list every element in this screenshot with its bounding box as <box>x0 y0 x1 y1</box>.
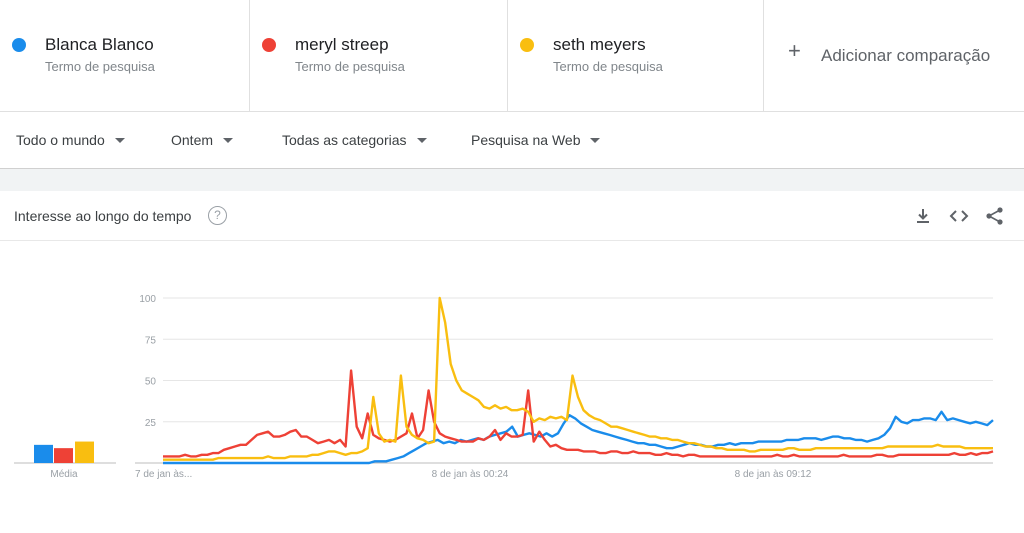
series-line-meryl-streep <box>163 369 994 458</box>
region-label: Todo o mundo <box>16 132 105 148</box>
category-dropdown[interactable]: Todas as categorias <box>282 132 427 148</box>
time-dropdown[interactable]: Ontem <box>171 132 234 148</box>
y-tick-label: 100 <box>139 294 156 305</box>
share-icon[interactable] <box>985 206 1005 226</box>
term-name[interactable]: seth meyers <box>553 35 646 54</box>
interest-over-time-card: Interesse ao longo do tempo ? 100 75 50 25 7… <box>0 191 1024 533</box>
filters-bar: Todo o mundo Ontem Todas as categorias P… <box>0 112 1024 169</box>
section-separator <box>0 169 1024 191</box>
card-title: Interesse ao longo do tempo <box>14 208 192 224</box>
add-comparison-button[interactable]: + Adicionar comparação <box>764 0 1024 111</box>
chevron-down-icon <box>114 137 125 143</box>
average-bar-seth-meyers <box>75 441 94 463</box>
search-type-label: Pesquisa na Web <box>471 132 581 148</box>
plus-icon: + <box>788 38 801 63</box>
time-label: Ontem <box>171 132 214 148</box>
term-subtitle: Termo de pesquisa <box>295 59 405 74</box>
chevron-down-icon <box>416 137 427 143</box>
search-type-dropdown[interactable]: Pesquisa na Web <box>471 132 601 148</box>
term-name[interactable]: meryl streep <box>295 35 389 54</box>
series-line-blanca-blanco <box>163 410 994 465</box>
category-label: Todas as categorias <box>282 132 407 148</box>
term-subtitle: Termo de pesquisa <box>45 59 155 74</box>
region-dropdown[interactable]: Todo o mundo <box>16 132 125 148</box>
term-card-blanca-blanco[interactable]: Blanca Blanco Termo de pesquisa <box>0 0 250 111</box>
term-subtitle: Termo de pesquisa <box>553 59 663 74</box>
chevron-down-icon <box>590 137 601 143</box>
download-icon[interactable] <box>913 206 933 226</box>
average-bar-meryl-streep <box>54 448 73 463</box>
term-card-seth-meyers[interactable]: seth meyers Termo de pesquisa <box>508 0 764 111</box>
chevron-down-icon <box>223 137 234 143</box>
help-icon[interactable]: ? <box>208 206 227 225</box>
series-line-seth-meyers <box>163 296 993 461</box>
y-tick-label: 75 <box>145 335 157 346</box>
embed-icon[interactable] <box>949 206 969 226</box>
interest-chart: 100 75 50 25 7 de jan às... 8 de jan às 00:24… <box>14 294 994 480</box>
term-color-dot <box>262 38 276 52</box>
average-bar-blanca-blanco <box>34 444 53 463</box>
y-tick-label: 50 <box>145 377 157 388</box>
term-color-dot <box>520 38 534 52</box>
average-label: Média <box>50 469 78 480</box>
x-tick-label: 8 de jan às 00:24 <box>432 469 509 480</box>
term-name[interactable]: Blanca Blanco <box>45 35 154 54</box>
term-color-dot <box>12 38 26 52</box>
card-header: Interesse ao longo do tempo ? <box>0 191 1024 241</box>
term-card-meryl-streep[interactable]: meryl streep Termo de pesquisa <box>250 0 508 111</box>
terms-bar: Blanca Blanco Termo de pesquisa meryl st… <box>0 0 1024 112</box>
x-tick-label: 8 de jan às 09:12 <box>735 469 812 480</box>
x-tick-label: 7 de jan às... <box>135 469 192 480</box>
y-tick-label: 25 <box>145 418 157 429</box>
add-comparison-label: Adicionar comparação <box>821 46 991 65</box>
